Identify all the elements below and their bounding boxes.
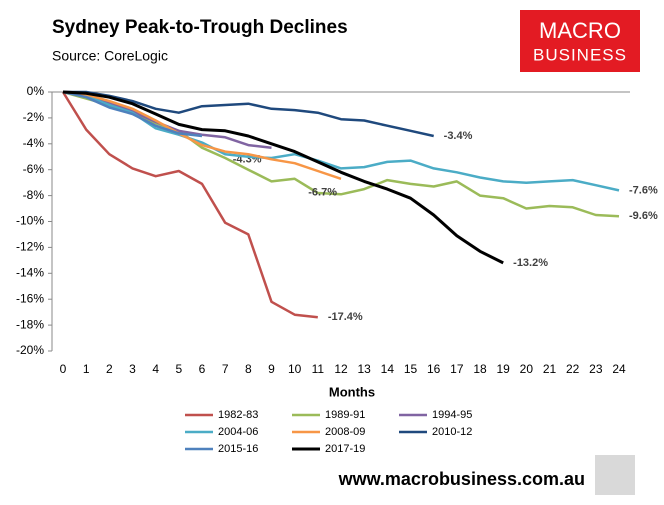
x-tick-label: 22 <box>566 362 580 376</box>
x-tick-label: 18 <box>473 362 487 376</box>
x-tick-label: 7 <box>222 362 229 376</box>
x-tick-label: 1 <box>83 362 90 376</box>
logo-text: BUSINESS <box>533 45 627 64</box>
chart-title: Sydney Peak-to-Trough Declines <box>52 17 348 38</box>
x-tick-label: 6 <box>199 362 206 376</box>
x-tick-label: 0 <box>60 362 67 376</box>
y-tick-label: -2% <box>23 110 45 124</box>
y-tick-label: -20% <box>16 343 44 357</box>
x-tick-label: 2 <box>106 362 113 376</box>
y-tick-label: -14% <box>16 265 44 279</box>
data-label: -9.6% <box>629 210 658 222</box>
x-tick-label: 13 <box>357 362 371 376</box>
data-label: -6.7% <box>308 187 337 199</box>
x-tick-label: 17 <box>450 362 464 376</box>
legend-label: 1994-95 <box>432 409 472 421</box>
x-tick-label: 11 <box>312 362 325 376</box>
y-tick-label: -18% <box>16 317 44 331</box>
y-tick-label: -4% <box>23 136 45 150</box>
y-tick-label: -16% <box>16 291 44 305</box>
logo-text: MACRO <box>539 18 621 43</box>
series-line <box>62 90 342 180</box>
y-tick-label: -8% <box>23 188 45 202</box>
x-tick-label: 23 <box>589 362 603 376</box>
x-axis-title: Months <box>329 384 375 399</box>
chart-subtitle: Source: CoreLogic <box>52 48 168 64</box>
x-tick-label: 21 <box>543 362 557 376</box>
legend-label: 1982-83 <box>218 409 258 421</box>
x-tick-label: 20 <box>520 362 534 376</box>
series-line <box>62 90 620 192</box>
series-line <box>62 90 203 138</box>
x-tick-label: 3 <box>129 362 136 376</box>
x-tick-label: 14 <box>381 362 395 376</box>
x-tick-label: 8 <box>245 362 252 376</box>
series-line <box>61 91 318 319</box>
x-tick-label: 12 <box>334 362 348 376</box>
legend-label: 2010-12 <box>432 426 472 438</box>
x-tick-label: 5 <box>175 362 182 376</box>
y-tick-label: -6% <box>23 162 45 176</box>
data-label: -7.6% <box>629 184 658 196</box>
y-tick-label: -12% <box>16 240 44 254</box>
x-tick-label: 9 <box>268 362 275 376</box>
x-tick-label: 15 <box>404 362 418 376</box>
wolf-icon <box>595 455 635 495</box>
series-line <box>63 90 434 138</box>
x-tick-label: 10 <box>288 362 302 376</box>
logo-box <box>520 10 640 72</box>
y-tick-label: 0% <box>27 84 45 98</box>
legend-label: 2004-06 <box>218 426 258 438</box>
data-label: -17.4% <box>328 311 363 323</box>
legend-label: 2015-16 <box>218 443 258 455</box>
x-tick-label: 19 <box>496 362 510 376</box>
x-tick-label: 4 <box>152 362 159 376</box>
legend-label: 1989-91 <box>325 409 365 421</box>
footer-url: www.macrobusiness.com.au <box>338 469 585 489</box>
x-tick-label: 16 <box>427 362 441 376</box>
data-label: -3.4% <box>444 130 473 142</box>
legend-label: 2017-19 <box>325 443 365 455</box>
y-tick-label: -10% <box>16 214 44 228</box>
series-line <box>62 90 504 265</box>
data-label: -13.2% <box>513 257 548 269</box>
x-tick-label: 24 <box>612 362 626 376</box>
legend-label: 2008-09 <box>325 426 365 438</box>
